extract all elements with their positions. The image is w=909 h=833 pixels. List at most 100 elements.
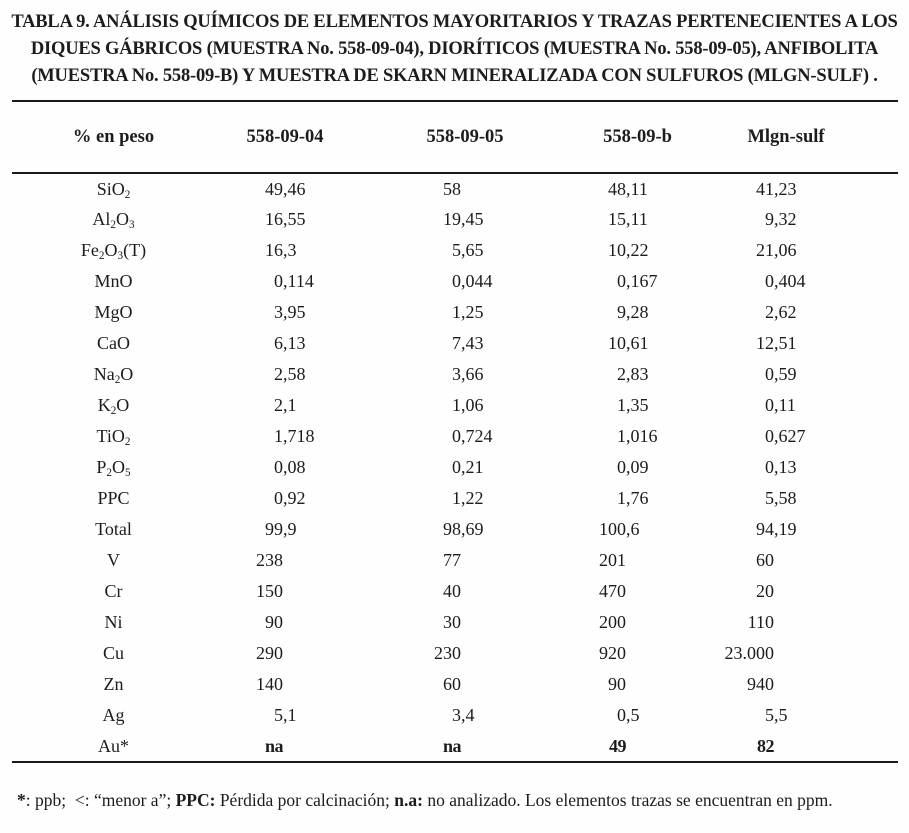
value-cell: 110 xyxy=(747,612,774,632)
value-cell: 1,25 xyxy=(452,302,484,322)
value-cell: 60 xyxy=(756,550,774,570)
value-cell: 2,58 xyxy=(274,364,306,384)
value-cell: 3,66 xyxy=(452,364,484,384)
footnote-segment: : ppb; <: “menor a”; xyxy=(25,790,176,810)
value-cell: 0,09 xyxy=(617,457,649,477)
value-cell: 0,167 xyxy=(617,271,658,291)
table-caption: TABLA 9. ANÁLISIS QUÍMICOS DE ELEMENTOS … xyxy=(0,0,909,90)
value-cell: 0,21 xyxy=(452,457,484,477)
value-cell: 16,55 xyxy=(265,209,306,229)
value-cell: 290 xyxy=(256,643,283,663)
value-cell: 19,45 xyxy=(443,209,484,229)
table-row: SiO2 49,46 58 48,11 41,23 xyxy=(12,173,898,204)
value-cell: 1,76 xyxy=(617,488,649,508)
table-row: Al2O3 16,55 19,45 15,11 9,32 xyxy=(12,204,898,235)
element-name: Total xyxy=(95,519,132,539)
element-name: Au* xyxy=(12,731,215,763)
value-cell: 920 xyxy=(599,643,626,663)
value-cell: 201 xyxy=(599,550,626,570)
table-row: PPC 0,92 1,22 1,76 5,58 xyxy=(12,483,898,514)
caption-line-3: (MUESTRA No. 558-09-B) Y MUESTRA DE SKAR… xyxy=(31,66,878,86)
table-row: Cu 290 230 920 23.000 xyxy=(12,638,898,669)
header-sample-558-09-05: 558-09-05 xyxy=(375,101,555,174)
header-sample-558-09-b: 558-09-b xyxy=(555,101,720,174)
table-row: Fe2O3(T) 16,3 5,65 10,22 21,06 xyxy=(12,235,898,266)
value-cell: 7,43 xyxy=(452,333,484,353)
table-row: CaO 6,13 7,43 10,61 12,51 xyxy=(12,328,898,359)
value-cell: 0,5 xyxy=(617,705,640,725)
value-cell: 41,23 xyxy=(756,178,797,199)
element-name: K2O xyxy=(97,395,130,417)
value-cell: 230 xyxy=(434,643,461,663)
header-row: % en peso 558-09-04 558-09-05 558-09-b M… xyxy=(12,101,898,174)
table-row: MgO 3,95 1,25 9,28 2,62 xyxy=(12,297,898,328)
value-cell: 1,22 xyxy=(452,488,484,508)
table-footnote: *: ppb; <: “menor a”; PPC: Pérdida por c… xyxy=(17,790,894,811)
table-row: MnO 0,114 0,044 0,167 0,404 xyxy=(12,266,898,297)
footnote-segment: no analizado. Los elementos trazas se en… xyxy=(422,790,833,810)
header-sample-558-09-04: 558-09-04 xyxy=(215,101,375,174)
element-name: SiO2 xyxy=(96,178,131,201)
element-name: TiO2 xyxy=(96,426,131,448)
value-cell: 140 xyxy=(256,674,283,694)
value-cell: 0,08 xyxy=(274,457,306,477)
value-cell: 0,627 xyxy=(765,426,806,446)
caption-line-2: DIQUES GÁBRICOS (MUESTRA No. 558-09-04),… xyxy=(30,39,879,59)
table-body: SiO2 49,46 58 48,11 41,23 Al2O3 16,55 19,45 15,1… xyxy=(12,173,898,763)
value-cell: 90 xyxy=(265,612,283,632)
table-row: Zn 140 60 90 940 xyxy=(12,669,898,700)
value-cell: na xyxy=(215,731,375,763)
value-cell: 15,11 xyxy=(608,209,648,229)
value-cell: 9,32 xyxy=(765,209,797,229)
element-name: Na2O xyxy=(93,364,134,386)
element-name: Cr xyxy=(104,581,123,601)
element-name: Fe2O3(T) xyxy=(80,240,147,262)
element-name: MnO xyxy=(94,271,133,291)
value-cell: 3,4 xyxy=(452,705,475,725)
value-cell: 48,11 xyxy=(608,178,648,199)
value-cell: 60 xyxy=(443,674,461,694)
value-cell: 200 xyxy=(599,612,626,632)
value-cell: 9,28 xyxy=(617,302,649,322)
value-cell: 1,06 xyxy=(452,395,484,415)
value-cell: 10,22 xyxy=(608,240,649,260)
value-cell: 5,65 xyxy=(452,240,484,260)
table-row: P2O5 0,08 0,21 0,09 0,13 xyxy=(12,452,898,483)
value-cell: 23.000 xyxy=(724,643,775,663)
element-name: Zn xyxy=(103,674,124,694)
table-row: V 238 77 201 60 xyxy=(12,545,898,576)
element-name: MgO xyxy=(94,302,133,322)
value-cell: 49,46 xyxy=(265,178,306,199)
value-cell: 12,51 xyxy=(756,333,797,353)
value-cell: 6,13 xyxy=(274,333,306,353)
footnote-segment: n.a: xyxy=(394,790,423,810)
value-cell: 0,724 xyxy=(452,426,493,446)
value-cell: 2,83 xyxy=(617,364,649,384)
value-cell: 470 xyxy=(599,581,626,601)
value-cell: 30 xyxy=(443,612,461,632)
value-cell: 238 xyxy=(256,550,283,570)
header-pct-en-peso: % en peso xyxy=(12,101,215,174)
table-row: Au* na na 49 82 xyxy=(12,731,898,763)
value-cell: 2,62 xyxy=(765,302,797,322)
value-cell: 40 xyxy=(443,581,461,601)
footnote-segment: * xyxy=(17,790,26,810)
value-cell: 0,404 xyxy=(765,271,806,291)
value-cell: 2,1 xyxy=(274,395,297,415)
value-cell: 1,35 xyxy=(617,395,649,415)
value-cell: 98,69 xyxy=(443,519,484,539)
element-name: Cu xyxy=(102,643,124,663)
table-row: TiO2 1,718 0,724 1,016 0,627 xyxy=(12,421,898,452)
table-row: Ni 90 30 200 110 xyxy=(12,607,898,638)
element-name: CaO xyxy=(97,333,130,353)
value-cell: 21,06 xyxy=(756,240,797,260)
value-cell: 3,95 xyxy=(274,302,306,322)
table-row: K2O 2,1 1,06 1,35 0,11 xyxy=(12,390,898,421)
element-name: P2O5 xyxy=(96,457,131,479)
value-cell: 0,11 xyxy=(765,395,796,415)
value-cell: 100,6 xyxy=(599,519,640,539)
value-cell: na xyxy=(375,731,555,763)
value-cell: 0,13 xyxy=(765,457,797,477)
value-cell: 940 xyxy=(747,674,774,694)
